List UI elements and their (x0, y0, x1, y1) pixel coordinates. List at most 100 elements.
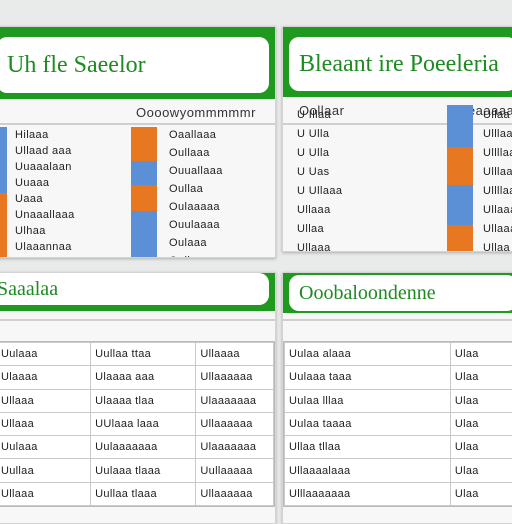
table-cell: Uulaaa (0, 436, 91, 459)
row-label: Uuaaalaan (15, 161, 72, 173)
row-label: Oullaa (169, 183, 203, 195)
table-cell: Uullaa (0, 459, 91, 482)
table-cell: Uulaa lllaa (285, 389, 451, 412)
table-cell: Uullaa ttaa (91, 343, 196, 366)
table-cell: Uulaaa tlaaa (91, 459, 196, 482)
bar-blue (131, 161, 157, 185)
row-label: Ullllaa (483, 185, 512, 197)
row-label: Ullaad aaa (15, 145, 72, 157)
table-cell: Uulaaa taaa (285, 366, 451, 389)
panel-title: Uh fle Saeelor (0, 37, 269, 93)
table-cell: Uulaa taaaa (285, 412, 451, 435)
row-label: Ouuallaaa (169, 165, 223, 177)
row-label: Ulaaannaa (15, 241, 72, 253)
row-label: Ulhaa (15, 225, 46, 237)
row-label: Ullaaa (297, 242, 331, 252)
table-cell: Ulaaaaaaa (196, 436, 274, 459)
table-cell: Ullaaaaaa (196, 412, 274, 435)
table-cell: Ulaa (450, 482, 512, 505)
bar-orange (0, 193, 7, 258)
row-label: Ullaa (483, 109, 510, 121)
table-cell: Ulaa (450, 412, 512, 435)
table-cell: Ulaa (450, 366, 512, 389)
table-cell: Ullaaaaaa (196, 482, 274, 505)
row-label: Uaaa (15, 193, 43, 205)
panel-header: Bleaant ire Poeeleria (283, 27, 512, 97)
row-label: U Illaa (297, 109, 331, 121)
row-label: Oaallaaa (169, 129, 216, 141)
table-cell: UUlaaa laaa (91, 412, 196, 435)
row-label: Uuaaa (15, 177, 49, 189)
bar-orange (447, 225, 473, 251)
bar-orange (131, 127, 157, 161)
panel-title: Ooobaloondenne (289, 275, 512, 311)
row-label: Ulllaa (483, 128, 512, 140)
row-label: Uulaaa (15, 257, 52, 258)
row-label: Ullaa (297, 223, 324, 235)
table-cell: Ulaaaa aaa (91, 366, 196, 389)
divider (283, 319, 512, 321)
panel-top-right: Bleaant ire Poeeleria Oollaar Beeaaaaaaa… (282, 26, 512, 252)
table-cell: Ullaaa (0, 482, 91, 505)
bar-orange (447, 147, 473, 185)
table-cell: Ulaa (450, 343, 512, 366)
row-label: Oullaaa (169, 147, 210, 159)
bar-orange (131, 185, 157, 211)
panel-subtitle: Oooowyommmmmr (136, 105, 256, 120)
row-label: Unaaallaaa (15, 209, 75, 221)
panel-header: Ooobaloondenne (283, 273, 512, 313)
table-cell: Ullaaaaaa (196, 366, 274, 389)
bar-blue (447, 185, 473, 225)
table-cell: Uulaaaaaaa (91, 436, 196, 459)
panel-title: Saaalaa (0, 273, 269, 305)
table-cell: Uulaaa (0, 343, 91, 366)
table-cell: Uullaaaaa (196, 459, 274, 482)
bar-blue (0, 127, 7, 193)
row-label: Oulaaaaa (169, 201, 220, 213)
table-cell: Ullaa tllaa (285, 436, 451, 459)
row-label: U Uas (297, 166, 330, 178)
divider (0, 123, 275, 125)
divider (283, 123, 512, 125)
row-label: Oullaaaa (169, 255, 216, 258)
table-cell: Ulaa (450, 436, 512, 459)
panel-header: Uh fle Saeelor (0, 27, 275, 99)
table-cell: Ulaaaa tlaa (91, 389, 196, 412)
table-cell: Ulaaaaaaa (196, 389, 274, 412)
row-label: U Ulla (297, 128, 329, 140)
row-label: Ullaa (483, 242, 510, 252)
row-label: Ullaaa (483, 223, 512, 235)
table-cell: Ullaaaalaaa (285, 459, 451, 482)
row-label: Ullllaa (483, 147, 512, 159)
bar-blue (131, 211, 157, 258)
row-label: Ulllaa (483, 166, 512, 178)
table-cell: Uullaa tlaaa (91, 482, 196, 505)
table-cell: Ullaaaa (196, 343, 274, 366)
row-label: Ouulaaaa (169, 219, 220, 231)
row-label: Ullaaa (297, 204, 331, 216)
table-cell: Uulaa alaaa (285, 343, 451, 366)
table-cell: Ulaa (450, 459, 512, 482)
table-cell: Ullaaa (0, 389, 91, 412)
row-label: U Ulla (297, 147, 329, 159)
divider (0, 319, 275, 321)
table-cell: Ulaaaa (0, 366, 91, 389)
